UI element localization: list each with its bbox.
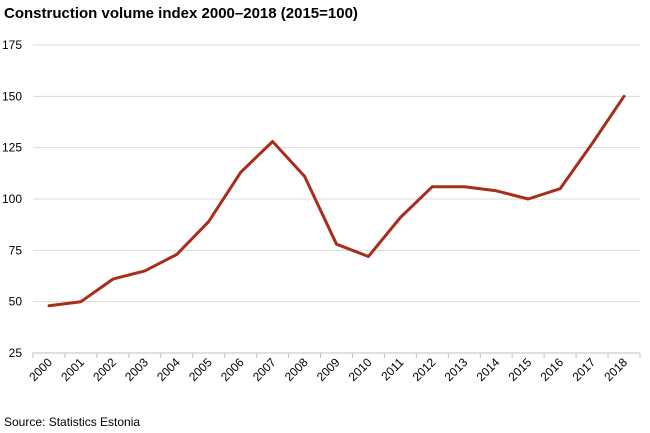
y-axis-ticks: 25 50 75 100 125 150 175 — [2, 38, 22, 360]
x-tick-label: 2003 — [122, 355, 151, 384]
y-tick-label: 125 — [2, 141, 22, 155]
x-tick-label: 2008 — [282, 355, 311, 384]
x-tick-label: 2006 — [218, 355, 247, 384]
x-tick-label: 2009 — [314, 355, 343, 384]
chart-title: Construction volume index 2000–2018 (201… — [4, 5, 358, 22]
x-tick-label: 2015 — [506, 355, 535, 384]
y-tick-label: 50 — [9, 295, 23, 309]
x-tick-label: 2000 — [26, 355, 55, 384]
x-tick-label: 2012 — [410, 355, 439, 384]
x-tick-label: 2002 — [90, 355, 119, 384]
y-tick-label: 175 — [2, 38, 22, 52]
y-tick-label: 25 — [9, 346, 23, 360]
x-axis-ticks: 2000 2001 2002 2003 2004 2005 2006 2007 2008 2009… — [26, 353, 641, 384]
x-tick-label: 2017 — [569, 355, 598, 384]
x-tick-label: 2013 — [442, 355, 471, 384]
x-tick-label: 2004 — [154, 355, 183, 384]
x-tick-label: 2005 — [186, 355, 215, 384]
y-tick-label: 100 — [2, 192, 22, 206]
x-tick-label: 2001 — [58, 355, 87, 384]
series-lines — [47, 94, 626, 308]
x-tick-label: 2007 — [250, 355, 279, 384]
y-tick-label: 150 — [2, 89, 22, 103]
x-tick-label: 2011 — [378, 355, 406, 383]
gridlines — [33, 44, 640, 303]
y-tick-label: 75 — [9, 243, 23, 257]
x-tick-label: 2016 — [537, 355, 566, 384]
x-tick-label: 2018 — [601, 355, 630, 384]
x-tick-label: 2010 — [346, 355, 375, 384]
x-tick-label: 2014 — [474, 355, 503, 384]
source-note: Source: Statistics Estonia — [4, 415, 141, 429]
series-line — [47, 94, 626, 308]
